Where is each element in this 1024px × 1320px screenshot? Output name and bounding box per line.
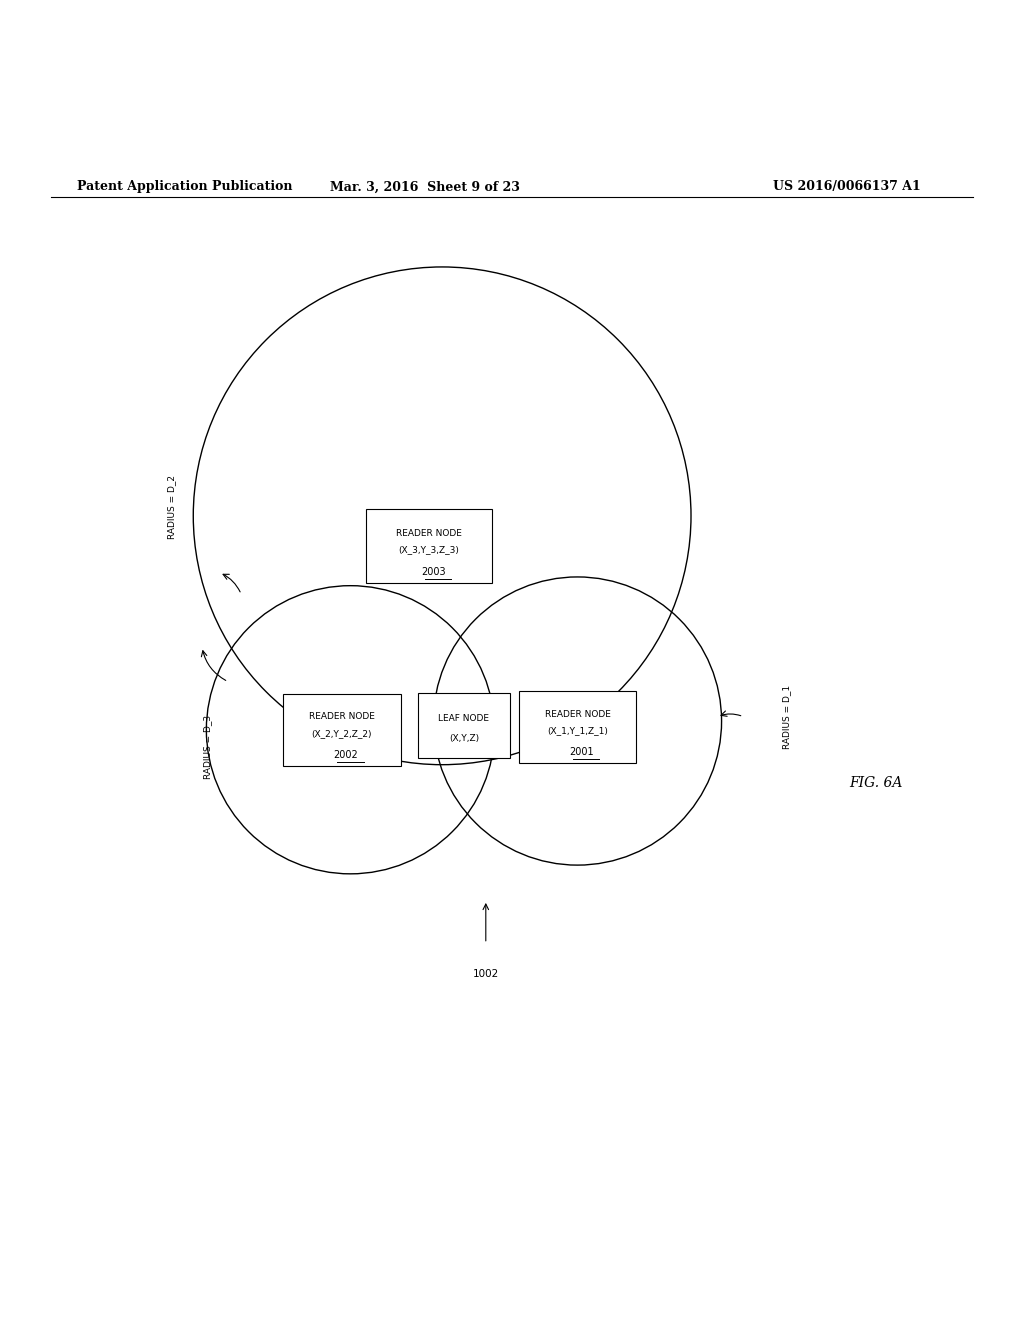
- Text: 2002: 2002: [334, 750, 358, 760]
- Text: (X_3,Y_3,Z_3): (X_3,Y_3,Z_3): [398, 545, 460, 554]
- Text: (X_2,Y_2,Z_2): (X_2,Y_2,Z_2): [311, 729, 372, 738]
- FancyBboxPatch shape: [418, 693, 510, 758]
- Text: FIG. 6A: FIG. 6A: [849, 776, 902, 789]
- Text: READER NODE: READER NODE: [309, 713, 375, 721]
- Text: US 2016/0066137 A1: US 2016/0066137 A1: [773, 181, 921, 194]
- Text: Patent Application Publication: Patent Application Publication: [77, 181, 292, 194]
- Text: 1002: 1002: [473, 969, 499, 979]
- Text: RADIUS = D_3: RADIUS = D_3: [204, 715, 213, 779]
- FancyBboxPatch shape: [366, 510, 493, 583]
- Text: (X,Y,Z): (X,Y,Z): [449, 734, 479, 743]
- Text: READER NODE: READER NODE: [545, 710, 610, 719]
- Text: Mar. 3, 2016  Sheet 9 of 23: Mar. 3, 2016 Sheet 9 of 23: [330, 181, 520, 194]
- Text: RADIUS = D_2: RADIUS = D_2: [167, 475, 176, 539]
- FancyBboxPatch shape: [283, 694, 400, 766]
- Text: 2001: 2001: [569, 747, 594, 758]
- Text: READER NODE: READER NODE: [396, 528, 462, 537]
- Text: (X_1,Y_1,Z_1): (X_1,Y_1,Z_1): [547, 726, 608, 735]
- Text: 2003: 2003: [421, 568, 445, 577]
- Text: RADIUS = D_1: RADIUS = D_1: [782, 685, 792, 748]
- Text: LEAF NODE: LEAF NODE: [438, 714, 489, 723]
- FancyBboxPatch shape: [518, 692, 637, 763]
